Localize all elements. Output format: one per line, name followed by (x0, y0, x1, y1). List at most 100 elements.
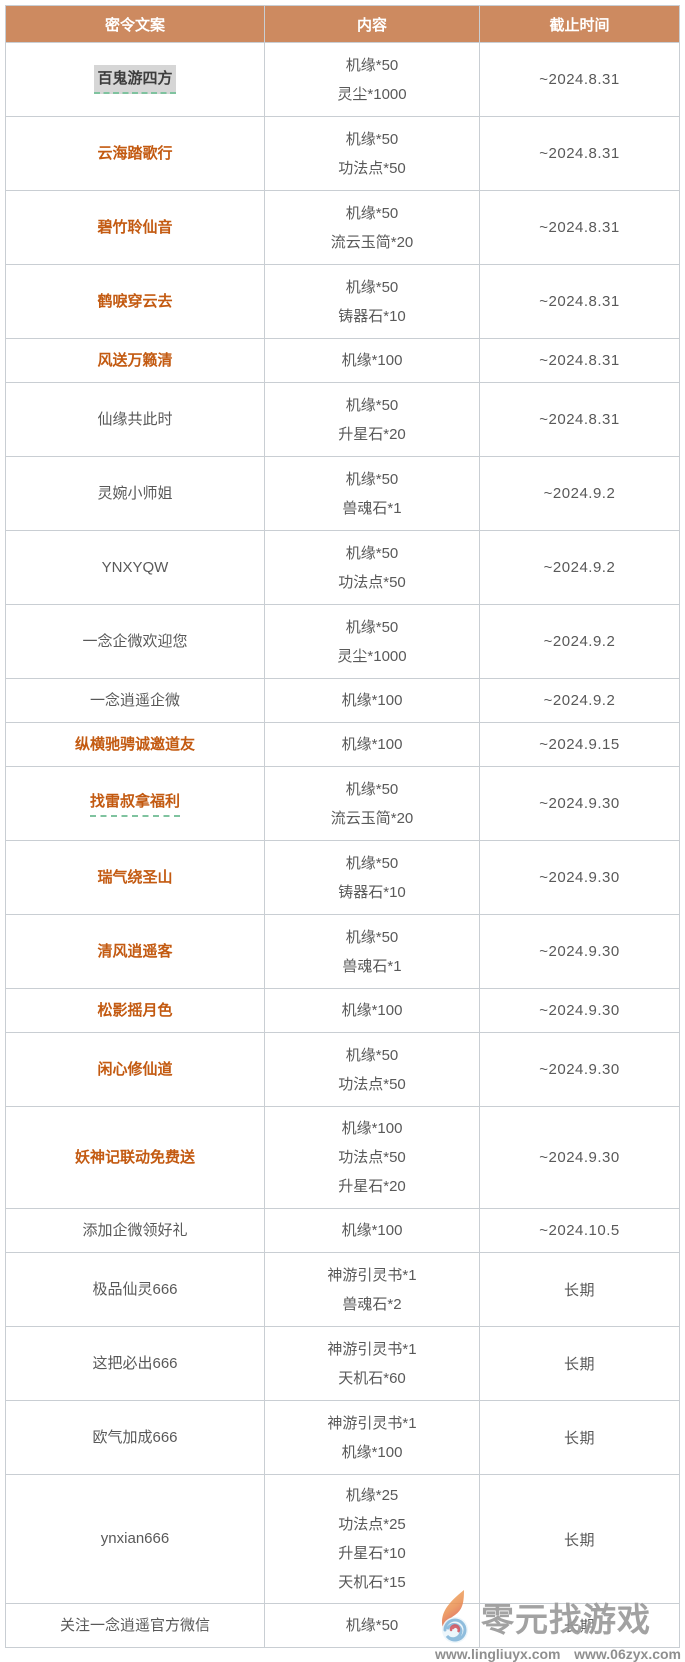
code-cell: 一念企微欢迎您 (5, 604, 265, 679)
code-cell: 鹤唳穿云去 (5, 264, 265, 339)
table-row: 清风逍遥客 机缘*50 兽魂石*1 ~2024.9.30 (5, 914, 680, 989)
reward-line: 灵尘*1000 (337, 85, 407, 103)
code-text: 极品仙灵666 (92, 1280, 178, 1298)
table-row: 关注一念逍遥官方微信 机缘*50 长期 (5, 1603, 680, 1648)
reward-line: 神游引灵书*1 (327, 1414, 417, 1432)
table-row: 极品仙灵666 神游引灵书*1 兽魂石*2 长期 (5, 1252, 680, 1327)
code-cell: 妖神记联动免费送 (5, 1106, 265, 1209)
code-cell: 纵横驰骋诚邀道友 (5, 722, 265, 767)
reward-line: 流云玉简*20 (330, 233, 414, 251)
code-cell: 添加企微领好礼 (5, 1208, 265, 1253)
deadline-cell: ~2024.9.2 (479, 604, 680, 679)
reward-line: 机缘*50 (345, 618, 399, 636)
code-cell: 风送万籁清 (5, 338, 265, 383)
code-cell: 一念逍遥企微 (5, 678, 265, 723)
rewards-cell: 机缘*50 铸器石*10 (264, 840, 480, 915)
table-row: ynxian666 机缘*25 功法点*25 升星石*10 天机石*15 长期 (5, 1474, 680, 1604)
rewards-cell: 机缘*100 (264, 338, 480, 383)
rewards-cell: 机缘*50 兽魂石*1 (264, 914, 480, 989)
reward-line: 兽魂石*2 (342, 1295, 402, 1313)
reward-line: 灵尘*1000 (337, 647, 407, 665)
header-content: 内容 (264, 5, 480, 43)
rewards-cell: 机缘*50 流云玉简*20 (264, 190, 480, 265)
deadline-cell: ~2024.9.15 (479, 722, 680, 767)
reward-line: 机缘*50 (345, 470, 399, 488)
watermark-url-2: www.06zyx.com (574, 1646, 681, 1662)
code-cell: 仙缘共此时 (5, 382, 265, 457)
table-row: 添加企微领好礼 机缘*100 ~2024.10.5 (5, 1208, 680, 1253)
watermark-flame-logo-icon (442, 1590, 468, 1643)
reward-line: 功法点*50 (338, 1075, 406, 1093)
rewards-cell: 机缘*100 (264, 1208, 480, 1253)
code-text: 找雷叔拿福利 (89, 790, 180, 817)
code-cell: 瑞气绕圣山 (5, 840, 265, 915)
deadline-cell: ~2024.9.2 (479, 678, 680, 723)
reward-line: 机缘*100 (341, 692, 403, 709)
deadline-cell: ~2024.8.31 (479, 116, 680, 191)
gift-code-table: 密令文案 内容 截止时间 百鬼游四方 机缘*50 灵尘*1000 ~2024.8.31… (5, 5, 680, 1648)
code-text: 碧竹聆仙音 (97, 218, 173, 236)
rewards-cell: 机缘*25 功法点*25 升星石*10 天机石*15 (264, 1474, 480, 1604)
reward-line: 机缘*100 (341, 736, 403, 753)
table-row: 松影摇月色 机缘*100 ~2024.9.30 (5, 988, 680, 1033)
watermark-url-1: www.lingliuyx.com (435, 1646, 561, 1662)
code-text: 鹤唳穿云去 (97, 292, 173, 310)
code-cell: 灵婉小师姐 (5, 456, 265, 531)
code-text: 纵横驰骋诚邀道友 (74, 735, 195, 753)
reward-line: 机缘*50 (345, 544, 399, 562)
code-text: 云海踏歌行 (97, 144, 173, 162)
code-cell: 极品仙灵666 (5, 1252, 265, 1327)
deadline-cell: ~2024.9.30 (479, 914, 680, 989)
rewards-cell: 神游引灵书*1 机缘*100 (264, 1400, 480, 1475)
reward-line: 机缘*50 (345, 204, 399, 222)
deadline-cell: ~2024.9.30 (479, 988, 680, 1033)
deadline-cell: 长期 (479, 1326, 680, 1401)
deadline-cell: ~2024.9.30 (479, 1106, 680, 1209)
reward-line: 天机石*60 (338, 1369, 406, 1387)
code-text: 一念逍遥企微 (89, 691, 180, 709)
reward-line: 流云玉简*20 (330, 809, 414, 827)
table-row: 闲心修仙道 机缘*50 功法点*50 ~2024.9.30 (5, 1032, 680, 1107)
table-row: 找雷叔拿福利 机缘*50 流云玉简*20 ~2024.9.30 (5, 766, 680, 841)
code-cell: ynxian666 (5, 1474, 265, 1604)
code-text: 妖神记联动免费送 (74, 1148, 195, 1166)
code-text: 百鬼游四方 (94, 65, 176, 94)
table-row: 灵婉小师姐 机缘*50 兽魂石*1 ~2024.9.2 (5, 456, 680, 531)
reward-line: 兽魂石*1 (342, 499, 402, 517)
watermark-brand: 零元找游戏 (481, 1601, 651, 1638)
table-row: 碧竹聆仙音 机缘*50 流云玉简*20 ~2024.8.31 (5, 190, 680, 265)
rewards-cell: 机缘*50 流云玉简*20 (264, 766, 480, 841)
code-text: 闲心修仙道 (97, 1060, 173, 1078)
reward-line: 机缘*25 (345, 1487, 399, 1504)
code-cell: 云海踏歌行 (5, 116, 265, 191)
code-text: 关注一念逍遥官方微信 (59, 1616, 210, 1634)
table-row: 这把必出666 神游引灵书*1 天机石*60 长期 (5, 1326, 680, 1401)
reward-line: 机缘*100 (341, 1120, 403, 1137)
reward-line: 机缘*50 (345, 854, 399, 872)
code-text: 仙缘共此时 (97, 410, 173, 428)
code-text: 清风逍遥客 (97, 942, 173, 960)
deadline-cell: ~2024.8.31 (479, 382, 680, 457)
watermark: 零元找游戏 www.lingliuyx.com www.06zyx.com (434, 1589, 682, 1662)
code-text: 这把必出666 (92, 1354, 178, 1372)
deadline-cell: 长期 (479, 1603, 680, 1648)
rewards-cell: 机缘*50 升星石*20 (264, 382, 480, 457)
deadline-cell: ~2024.9.2 (479, 530, 680, 605)
deadline-cell: ~2024.8.31 (479, 338, 680, 383)
code-cell: 松影摇月色 (5, 988, 265, 1033)
reward-line: 升星石*20 (338, 1178, 406, 1195)
table-row: 纵横驰骋诚邀道友 机缘*100 ~2024.9.15 (5, 722, 680, 767)
rewards-cell: 机缘*100 (264, 678, 480, 723)
reward-line: 铸器石*10 (338, 883, 406, 901)
code-cell: 清风逍遥客 (5, 914, 265, 989)
table-header: 密令文案 内容 截止时间 (5, 5, 680, 43)
code-text: ynxian666 (100, 1530, 170, 1547)
rewards-cell: 神游引灵书*1 天机石*60 (264, 1326, 480, 1401)
table-row: 百鬼游四方 机缘*50 灵尘*1000 ~2024.8.31 (5, 42, 680, 117)
reward-line: 机缘*100 (341, 1002, 403, 1019)
rewards-cell: 机缘*50 灵尘*1000 (264, 604, 480, 679)
table-row: 云海踏歌行 机缘*50 功法点*50 ~2024.8.31 (5, 116, 680, 191)
code-cell: 关注一念逍遥官方微信 (5, 1603, 265, 1648)
reward-line: 兽魂石*1 (342, 957, 402, 975)
deadline-cell: ~2024.9.30 (479, 840, 680, 915)
